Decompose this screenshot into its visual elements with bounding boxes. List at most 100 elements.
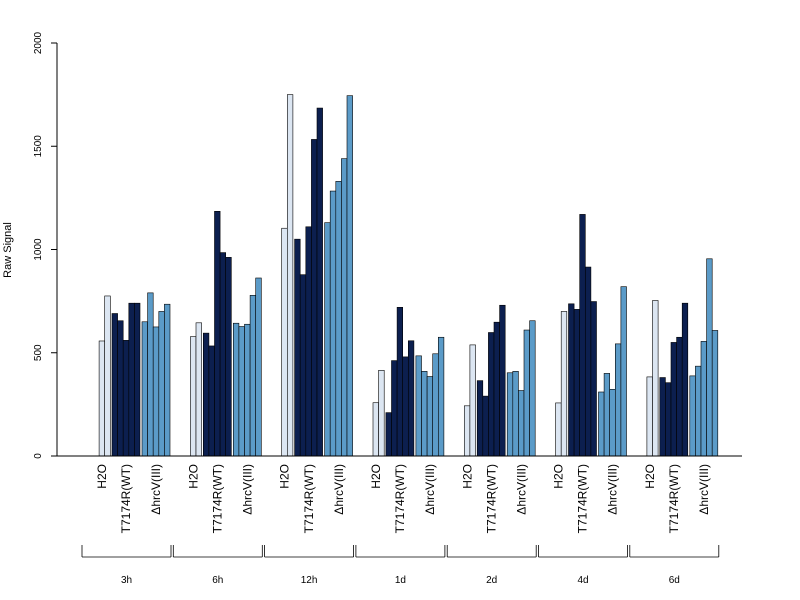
x-category-label: ΔhrcV(III)	[514, 464, 528, 515]
bar	[407, 340, 415, 457]
bars	[98, 94, 719, 457]
x-category-label: T7174R(WT)	[119, 464, 133, 533]
bar	[203, 332, 210, 457]
bar	[706, 258, 713, 457]
bar	[421, 371, 428, 457]
x-category-label: H2O	[95, 464, 109, 489]
bar	[238, 326, 245, 457]
x-category-label: T7174R(WT)	[210, 464, 224, 533]
bar	[506, 372, 514, 457]
bar	[391, 360, 398, 457]
bar	[316, 107, 323, 457]
bar	[195, 322, 202, 457]
bar	[305, 226, 312, 457]
bar	[134, 302, 141, 457]
group-label: 4d	[577, 575, 588, 586]
bar	[499, 304, 506, 457]
bar	[670, 342, 677, 457]
x-category-label: ΔhrcV(III)	[332, 464, 346, 515]
group-label: 6d	[669, 575, 680, 586]
y-tick-label: 1000	[33, 238, 44, 261]
bar	[385, 412, 392, 457]
y-axis-label: Raw Signal	[2, 222, 14, 278]
x-category-label: H2O	[369, 464, 383, 489]
bar	[646, 376, 653, 457]
bar	[689, 375, 696, 457]
group-label: 2d	[486, 575, 497, 586]
group-label: 6h	[212, 575, 223, 586]
bar	[555, 402, 562, 457]
bar	[584, 266, 592, 457]
bar	[512, 371, 519, 457]
bar	[523, 329, 530, 457]
x-category-labels: H2O T7174R(WT) ΔhrcV(III) H2O T7174R(WT) Δhrc…	[95, 464, 711, 533]
bar	[147, 292, 154, 457]
bar	[568, 303, 575, 457]
y-axis: 0 500 1000 1500 2000	[33, 31, 58, 459]
group-label: 12h	[301, 575, 318, 586]
bar	[482, 395, 489, 457]
x-category-label: ΔhrcV(III)	[697, 464, 711, 515]
bar	[402, 356, 409, 457]
bar	[164, 303, 171, 457]
group-label: 3h	[121, 575, 132, 586]
bar	[426, 376, 434, 457]
bar	[158, 311, 165, 457]
bar	[603, 373, 610, 457]
bar	[98, 340, 105, 457]
bar	[244, 323, 251, 457]
bar	[665, 382, 672, 457]
x-category-label: H2O	[278, 464, 292, 489]
bar	[128, 302, 135, 457]
bar	[518, 390, 525, 457]
bar	[341, 158, 348, 457]
bar	[614, 343, 622, 457]
group-brackets: 3h 6h 12h 1d 2d 4d 6d	[81, 545, 720, 586]
bar	[711, 330, 719, 457]
bar	[659, 377, 666, 457]
bar	[190, 336, 197, 457]
bar	[579, 214, 586, 457]
bar	[437, 336, 445, 457]
bar	[299, 274, 307, 457]
bar	[294, 238, 301, 457]
bar	[372, 402, 379, 457]
x-category-label: T7174R(WT)	[667, 464, 681, 533]
bar	[104, 295, 111, 457]
bar	[560, 311, 568, 457]
bar	[590, 301, 597, 457]
bar	[469, 344, 476, 457]
bar	[208, 345, 215, 457]
bar	[493, 321, 500, 457]
bar	[225, 257, 232, 457]
x-category-label: ΔhrcV(III)	[423, 464, 437, 515]
bar	[529, 320, 536, 457]
bar	[652, 300, 659, 457]
bar	[695, 365, 702, 457]
bar	[598, 391, 605, 457]
bar	[396, 307, 404, 457]
x-category-label: T7174R(WT)	[576, 464, 590, 533]
bar	[476, 380, 484, 457]
x-category-label: H2O	[460, 464, 474, 489]
bar	[324, 222, 331, 457]
bar	[255, 277, 262, 457]
bar	[311, 139, 318, 457]
bar	[415, 355, 422, 457]
x-category-label: H2O	[643, 464, 657, 489]
bar	[281, 227, 288, 457]
x-category-label: H2O	[552, 464, 566, 489]
bar	[122, 340, 130, 457]
y-tick-label: 1500	[33, 135, 44, 158]
bar	[346, 95, 353, 457]
y-tick-label: 500	[33, 344, 44, 361]
x-category-label: T7174R(WT)	[302, 464, 316, 533]
bar	[219, 252, 227, 457]
y-tick-label: 2000	[33, 31, 44, 54]
x-category-label: T7174R(WT)	[393, 464, 407, 533]
bar	[233, 322, 240, 457]
x-category-label: ΔhrcV(III)	[149, 464, 163, 515]
x-category-label: ΔhrcV(III)	[240, 464, 254, 515]
bar	[609, 388, 616, 457]
